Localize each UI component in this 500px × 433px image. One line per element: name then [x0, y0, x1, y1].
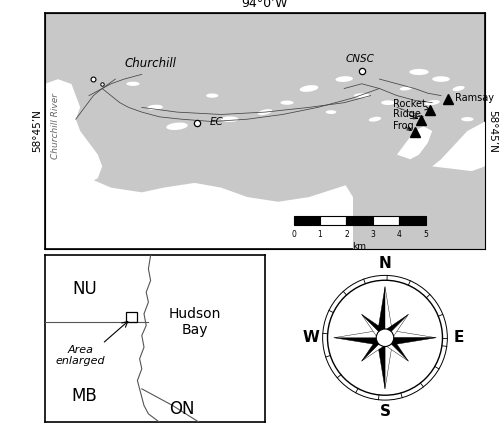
Y-axis label: 58°45’N: 58°45’N [32, 110, 42, 152]
Text: 4: 4 [397, 229, 402, 239]
Polygon shape [380, 338, 408, 361]
Polygon shape [362, 314, 390, 338]
Polygon shape [385, 338, 436, 346]
Polygon shape [397, 126, 432, 159]
Ellipse shape [166, 123, 188, 130]
Polygon shape [432, 122, 485, 171]
Ellipse shape [424, 100, 440, 105]
Polygon shape [385, 333, 408, 361]
Text: Churchill: Churchill [124, 57, 176, 70]
Text: 3: 3 [370, 229, 375, 239]
Polygon shape [385, 287, 394, 338]
Ellipse shape [381, 100, 395, 105]
Title: 94°0’W: 94°0’W [242, 0, 288, 10]
Polygon shape [362, 333, 385, 361]
Text: Churchill River: Churchill River [52, 93, 60, 159]
Polygon shape [344, 143, 485, 249]
Polygon shape [58, 60, 76, 84]
Ellipse shape [432, 76, 450, 82]
Ellipse shape [221, 116, 238, 122]
Text: CNSC: CNSC [345, 54, 374, 64]
Ellipse shape [326, 110, 336, 114]
Polygon shape [334, 330, 385, 338]
Text: 0: 0 [291, 229, 296, 239]
Text: Hudson
Bay: Hudson Bay [168, 307, 221, 337]
Ellipse shape [258, 109, 272, 115]
Text: MB: MB [72, 387, 98, 404]
Ellipse shape [452, 86, 464, 91]
Text: EC: EC [210, 116, 224, 126]
Ellipse shape [280, 100, 293, 105]
Text: 1: 1 [318, 229, 322, 239]
Text: km: km [352, 242, 366, 252]
Ellipse shape [126, 82, 140, 86]
Polygon shape [362, 338, 390, 361]
Polygon shape [334, 338, 385, 346]
Y-axis label: 58°45’N: 58°45’N [488, 110, 498, 152]
Text: 2: 2 [344, 229, 349, 239]
Circle shape [376, 329, 394, 346]
Ellipse shape [410, 69, 428, 75]
Bar [126, 312, 138, 322]
Text: Frog: Frog [392, 121, 413, 131]
Text: N: N [378, 256, 392, 271]
Bar [399, 216, 425, 225]
Polygon shape [362, 314, 385, 342]
Bar [346, 216, 373, 225]
Polygon shape [385, 330, 436, 338]
Bar [373, 216, 399, 225]
Text: ON: ON [168, 400, 194, 418]
Ellipse shape [300, 85, 318, 92]
Text: Ramsay: Ramsay [455, 93, 494, 103]
Text: Rocket: Rocket [392, 99, 429, 110]
Bar [320, 216, 346, 225]
Polygon shape [376, 338, 385, 389]
Ellipse shape [400, 87, 412, 90]
Ellipse shape [147, 105, 163, 110]
Polygon shape [45, 174, 485, 249]
Ellipse shape [354, 93, 370, 98]
Polygon shape [385, 314, 408, 342]
Text: S: S [380, 404, 390, 419]
Ellipse shape [206, 94, 218, 98]
Text: Area
enlarged: Area enlarged [56, 345, 105, 366]
Polygon shape [380, 314, 408, 338]
Polygon shape [45, 79, 102, 185]
Polygon shape [376, 287, 385, 338]
Text: E: E [454, 330, 464, 345]
Text: W: W [302, 330, 320, 345]
Text: NU: NU [72, 280, 97, 298]
Text: 5: 5 [423, 229, 428, 239]
Bar [294, 216, 320, 225]
Ellipse shape [369, 117, 381, 122]
Polygon shape [385, 338, 394, 389]
Ellipse shape [336, 76, 353, 82]
Text: Ridge: Ridge [392, 109, 420, 119]
Ellipse shape [461, 117, 473, 121]
